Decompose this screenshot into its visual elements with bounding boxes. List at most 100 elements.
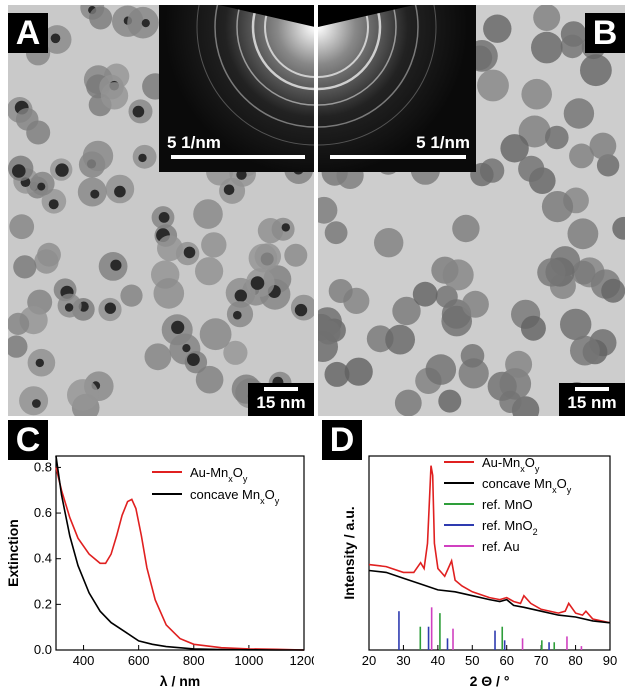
gold-core [250, 276, 265, 290]
nanoparticle [412, 281, 438, 307]
y-tick-label: 0.6 [34, 505, 52, 520]
scale-bar-a: 15 nm [248, 383, 314, 416]
nanoparticle [120, 284, 143, 307]
nanoparticle [560, 34, 585, 59]
nanoparticle [153, 278, 185, 309]
gold-core [104, 302, 117, 314]
panel-label-c: C [8, 420, 48, 460]
legend-entry-2: ref. MnO [482, 497, 533, 512]
gold-core [35, 358, 44, 368]
gold-core [236, 169, 247, 180]
nanoparticle [537, 258, 566, 287]
saed-inset-a: 5 1/nm [159, 5, 315, 172]
nanoparticle [193, 199, 223, 229]
nanoparticle [8, 312, 30, 335]
legend-entry-1: concave MnxOy [190, 487, 280, 506]
nanoparticle [477, 69, 509, 102]
nanoparticle [392, 296, 421, 326]
scale-bar-label-b: 15 nm [567, 393, 617, 412]
gold-core [182, 344, 191, 353]
diffraction-rings-a [159, 5, 315, 172]
x-tick-label: 40 [431, 653, 445, 668]
x-tick-label: 30 [396, 653, 410, 668]
x-tick-label: 90 [603, 653, 617, 668]
panel-label-a: A [8, 13, 48, 53]
gold-core [32, 399, 41, 408]
nanoparticle [438, 389, 462, 413]
nanoparticle [201, 232, 227, 258]
scale-bar-line-a [264, 387, 298, 391]
inset-scale-label-b: 5 1/nm [416, 133, 470, 152]
gold-core [90, 189, 100, 199]
nanoparticle [324, 221, 348, 245]
nanoparticle [470, 162, 494, 187]
x-tick-label: 400 [73, 653, 95, 668]
scale-bar-b: 15 nm [559, 383, 625, 416]
gold-core [37, 182, 46, 191]
nanoparticle [571, 260, 596, 285]
gold-core [12, 164, 26, 178]
nanoparticle [13, 255, 37, 279]
inset-scale-bar-a [171, 155, 305, 159]
y-tick-label: 0.4 [34, 551, 52, 566]
nanoparticle [560, 308, 592, 341]
nanoparticle [580, 54, 612, 87]
x-tick-label: 600 [128, 653, 150, 668]
gold-core [114, 185, 126, 198]
x-axis-label: 2 Θ / ° [470, 673, 510, 689]
gold-core [110, 259, 122, 271]
nanoparticle [144, 343, 172, 371]
nanoparticle [567, 218, 599, 250]
nanoparticle [374, 228, 404, 258]
nanoparticle [82, 140, 114, 172]
panel-label-b: B [585, 13, 625, 53]
x-axis-label: λ / nm [160, 673, 200, 689]
plot-frame [368, 455, 611, 651]
nanoparticle [328, 279, 353, 303]
nanoparticle [533, 5, 561, 31]
nanoparticle [541, 191, 574, 223]
nanoparticle [499, 390, 522, 413]
nanoparticle [100, 82, 129, 110]
nanoparticle [9, 214, 35, 240]
nanoparticle [284, 243, 308, 267]
nanoparticle [518, 115, 551, 148]
nanoparticle [318, 196, 338, 224]
nanoparticle [601, 278, 625, 303]
nanoparticle [521, 78, 552, 110]
panel-divider [314, 5, 318, 416]
nanoparticle [157, 235, 183, 262]
gold-core [187, 353, 200, 366]
gold-core [171, 320, 185, 334]
nanoparticle [435, 285, 458, 308]
legend-entry-3: ref. MnO2 [482, 518, 538, 537]
scale-bar-line-b [575, 387, 609, 391]
series-line-0 [368, 465, 611, 624]
nanoparticle [531, 31, 563, 64]
nanoparticle [223, 340, 248, 365]
y-axis-label: Intensity / a.u. [341, 506, 357, 599]
nanoparticle [324, 361, 350, 387]
nanoparticle [442, 259, 474, 291]
nanoparticle [394, 389, 422, 416]
diffraction-rings-b [318, 5, 476, 172]
nanoparticle [344, 357, 373, 386]
nanoparticle [195, 365, 224, 394]
nanoparticle [589, 132, 617, 160]
nanoparticle [26, 120, 51, 145]
nanoparticle [318, 320, 341, 345]
y-axis-label: Extinction [5, 519, 21, 587]
x-tick-label: 60 [499, 653, 513, 668]
x-tick-label: 70 [534, 653, 548, 668]
nanoparticle [570, 335, 600, 366]
y-tick-label: 0.2 [34, 596, 52, 611]
gold-core [55, 163, 69, 177]
nanoparticle [505, 350, 533, 378]
series-line-1 [368, 569, 611, 624]
nanoparticle [500, 134, 529, 163]
gold-core [141, 19, 150, 28]
x-tick-label: 20 [362, 653, 376, 668]
nanoparticle [248, 243, 278, 273]
